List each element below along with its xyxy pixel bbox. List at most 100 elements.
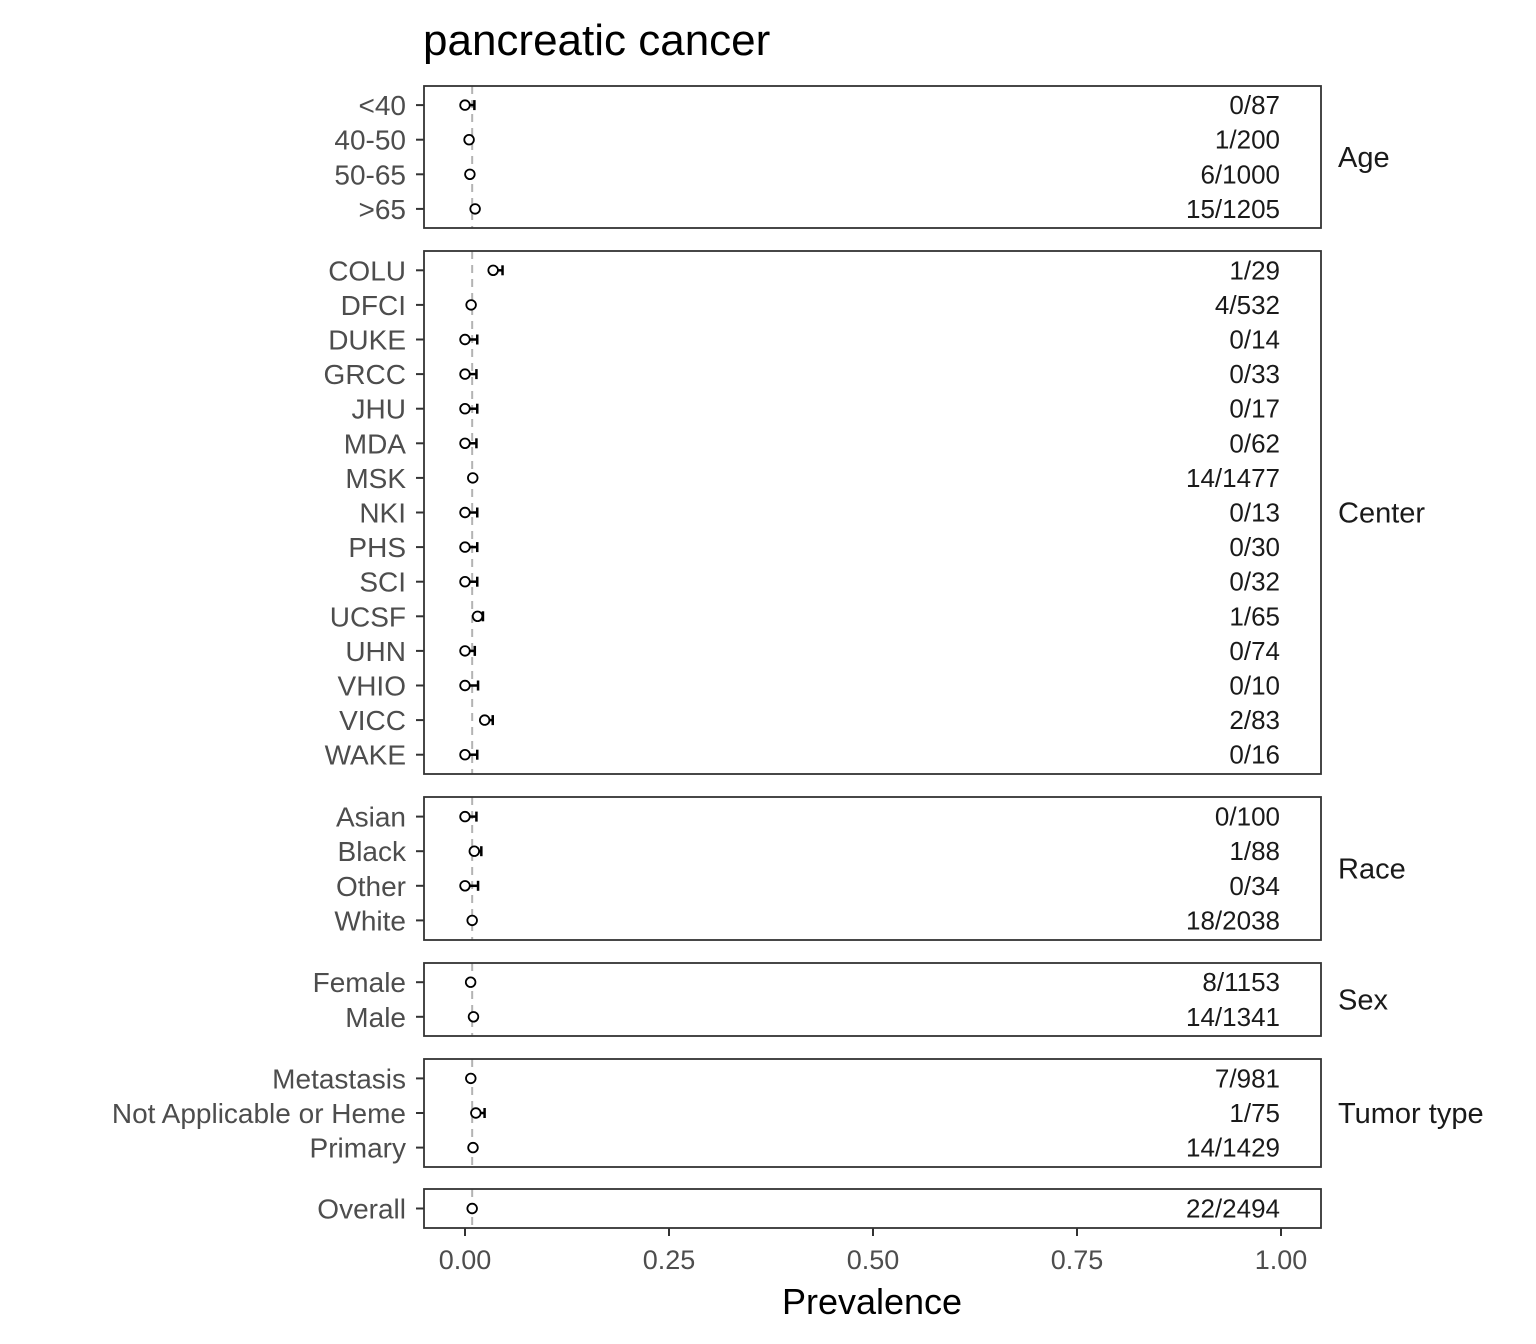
y-tick-label: Overall [317,1194,406,1225]
count-label: 0/34 [1229,871,1280,901]
y-tick-label: UHN [345,636,406,667]
estimate-point [459,333,471,346]
y-tick-label: Metastasis [272,1063,406,1094]
count-label: 18/2038 [1186,905,1280,935]
facet-panels: <40 0/87 40-50 1/200 50-65 6/1000 >65 15/1205 Ag… [112,85,1484,1229]
estimate-point [459,880,471,892]
facet-panel: COLU 1/29 DFCI 4/532 DUKE 0/14 GRCC 0/33 JHU 0/17… [324,250,1425,775]
count-label: 0/10 [1229,671,1280,701]
count-label: 1/65 [1229,601,1280,631]
count-label: 0/30 [1229,532,1280,562]
y-tick-label: COLU [328,255,406,286]
x-tick-label: 0.00 [439,1245,492,1275]
y-tick-label: Other [336,871,406,902]
estimate-point [459,645,471,657]
estimate-point [459,437,471,450]
facet-panel: Metastasis 7/981 Not Applicable or Heme 1/7… [112,1058,1484,1168]
facet-panel: Female 8/1153 Male 14/1341 Sex [313,962,1388,1037]
chart-title-group: pancreatic cancer [423,16,770,65]
count-label: 1/200 [1215,125,1280,155]
y-tick-label: DUKE [328,325,406,356]
estimate-point [487,264,499,277]
facet-panel: <40 0/87 40-50 1/200 50-65 6/1000 >65 15/1205 Ag… [334,85,1390,229]
count-label: 6/1000 [1200,159,1280,189]
count-label: 0/100 [1215,802,1280,832]
y-tick-label: VHIO [338,671,406,702]
panel-border [423,250,1322,775]
count-label: 1/75 [1229,1098,1280,1128]
estimate-point [467,1141,479,1154]
y-tick-label: NKI [359,498,406,529]
y-tick-label: Black [338,836,407,867]
y-tick-label: Asian [336,802,406,833]
count-label: 15/1205 [1186,194,1280,224]
y-tick-label: GRCC [324,359,406,390]
y-tick-label: Female [313,967,406,998]
estimate-point [470,1107,482,1119]
estimate-point [459,810,471,823]
count-label: 14/1477 [1186,463,1280,493]
estimate-point [464,976,477,988]
count-label: 0/87 [1229,90,1280,120]
facet-panel: Asian 0/100 Black 1/88 Other 0/34 White 18/2038… [334,796,1406,941]
panel-border [423,85,1322,229]
estimate-point [466,1202,478,1215]
facet-strip-label: Tumor type [1338,1098,1484,1130]
count-label: 0/17 [1229,394,1280,424]
count-label: 8/1153 [1202,967,1280,997]
facet-strip-label: Age [1338,142,1390,174]
count-label: 0/74 [1229,636,1280,666]
estimate-point [471,610,484,623]
count-label: 14/1341 [1186,1002,1280,1032]
facet-strip-label: Sex [1338,985,1388,1017]
estimate-point [469,203,481,215]
x-tick-label: 0.75 [1051,1245,1104,1275]
y-tick-label: 40-50 [334,125,406,156]
estimate-point [459,506,471,519]
count-label: 2/83 [1229,705,1280,735]
count-label: 0/32 [1229,567,1280,597]
y-tick-label: VICC [339,705,406,736]
count-label: 0/62 [1229,428,1280,458]
y-tick-label: Not Applicable or Heme [112,1098,406,1129]
y-tick-label: SCI [359,567,406,598]
estimate-point [459,749,471,761]
x-axis: 0.00 0.25 0.50 0.75 1.00 [439,1228,1308,1275]
y-tick-label: White [334,905,406,936]
y-tick-label: Male [345,1002,406,1033]
estimate-point [459,403,471,415]
estimate-point [459,576,471,588]
y-tick-label: MSK [345,463,406,494]
x-tick-label: 1.00 [1255,1245,1308,1275]
estimate-point [459,368,471,380]
estimate-point [459,99,471,111]
estimate-point [478,714,491,726]
count-label: 0/13 [1229,498,1280,528]
y-tick-label: >65 [359,194,407,225]
panel-border [423,796,1322,941]
y-tick-label: JHU [352,394,406,425]
count-label: 14/1429 [1186,1133,1280,1163]
panel-border [423,962,1322,1037]
y-tick-label: <40 [359,90,407,121]
x-tick-label: 0.25 [643,1245,696,1275]
y-tick-label: PHS [348,532,406,563]
estimate-point [459,679,471,692]
count-label: 22/2494 [1186,1194,1280,1224]
y-tick-label: WAKE [325,740,406,771]
count-label: 7/981 [1215,1063,1280,1093]
count-label: 1/88 [1229,836,1280,866]
estimate-point [464,168,476,181]
y-tick-label: 50-65 [334,159,406,190]
y-tick-label: MDA [344,428,407,459]
y-tick-label: DFCI [341,290,406,321]
estimate-point [468,845,481,857]
estimate-point [459,541,471,553]
y-tick-label: Primary [310,1133,406,1164]
estimate-point [465,1072,477,1085]
y-tick-label: UCSF [330,601,406,632]
facet-strip-label: Center [1338,498,1425,530]
estimate-point [466,914,478,927]
facet-strip-label: Race [1338,854,1406,886]
